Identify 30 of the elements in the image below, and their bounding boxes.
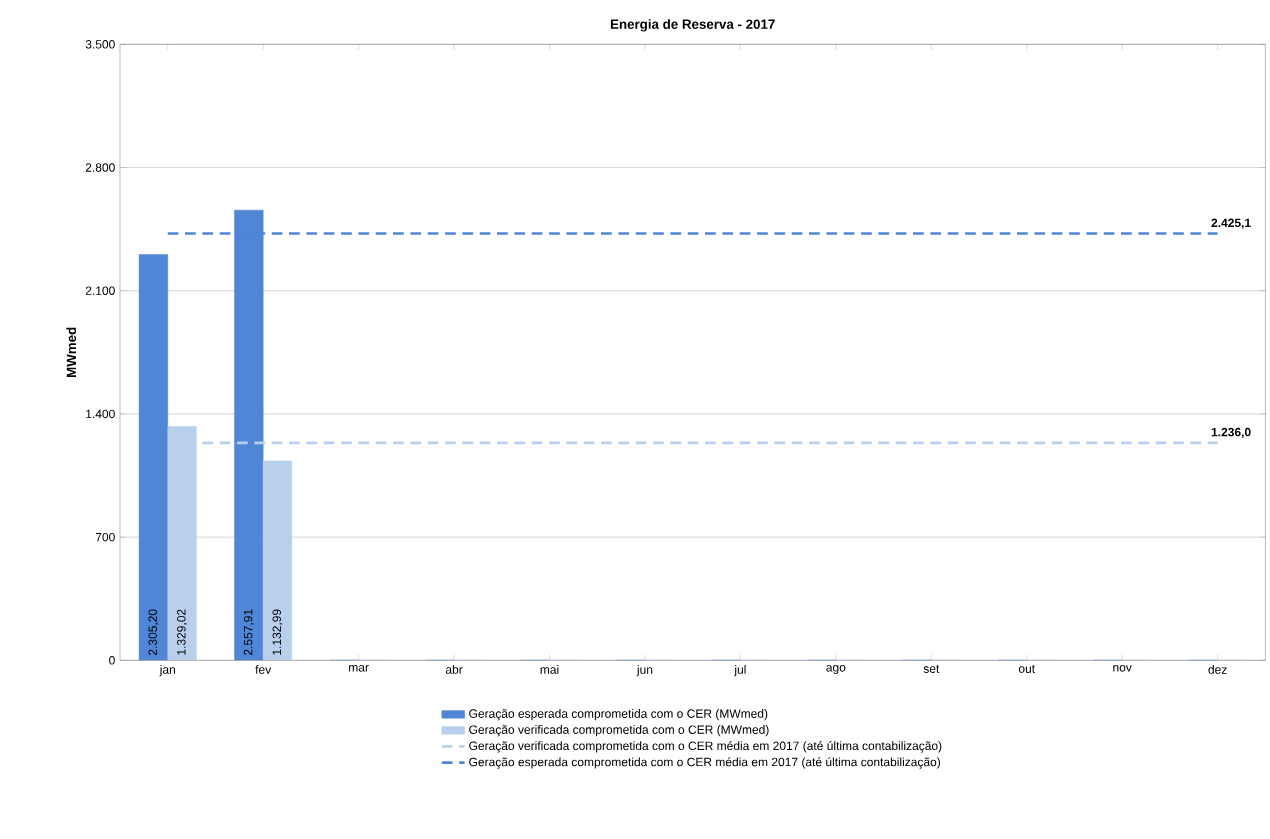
- data-label: 2.305,20: [148, 609, 159, 656]
- legend-label: Geração verificada comprometida com o CER média em 2017 (até última contabilização): [469, 741, 942, 753]
- y-tick-label: 1.400: [86, 409, 115, 419]
- x-tick-label: fev: [255, 665, 272, 674]
- data-label: 1.329,02: [177, 609, 187, 655]
- data-label: 2.425,1: [1211, 218, 1251, 229]
- legend-label: Geração esperada comprometida com o CER média em 2017 (até última contabilização): [469, 757, 941, 769]
- data-label: 1.236,0: [1211, 427, 1251, 439]
- x-tick-label: set: [923, 665, 940, 673]
- x-tick-label: jun: [636, 665, 653, 677]
- x-tick-label: out: [1018, 665, 1035, 673]
- chart-title: Energia de Reserva - 2017: [610, 19, 775, 32]
- data-label: 1.132,99: [272, 609, 283, 655]
- y-tick-label: 700: [95, 532, 115, 542]
- y-tick-label: 2.800: [85, 163, 115, 172]
- legend-label: Geração esperada comprometida com o CER (MWmed): [469, 709, 768, 721]
- x-tick-label: abr: [445, 665, 463, 674]
- y-tick-label: 3.500: [85, 40, 115, 49]
- x-tick-label: mar: [349, 665, 369, 672]
- y-tick-label: 0: [109, 656, 115, 665]
- x-tick-label: mai: [540, 665, 559, 674]
- y-axis-title: MWmed: [66, 327, 77, 377]
- x-tick-label: nov: [1113, 665, 1132, 672]
- legend-label: Geração verificada comprometida com o CER (MWmed): [469, 725, 769, 737]
- x-tick-label: ago: [826, 665, 846, 674]
- x-tick-label: jan: [159, 665, 175, 677]
- y-tick-label: 2.100: [85, 286, 115, 295]
- x-tick-label: jul: [734, 665, 746, 677]
- data-label: 2.557,91: [243, 609, 254, 656]
- x-tick-label: dez: [1208, 665, 1227, 674]
